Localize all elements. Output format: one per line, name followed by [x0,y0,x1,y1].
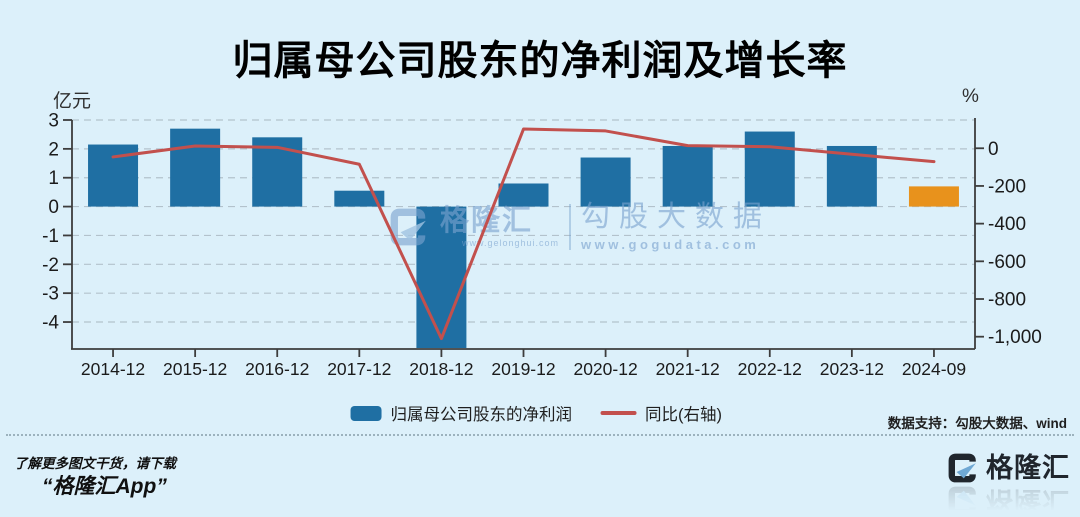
watermark-brand-url: www.gelonghui.com [462,237,560,248]
left-tick-label: -1 [42,226,59,247]
gelonghui-logo: 格隆汇 格隆汇 [947,452,1070,517]
page-title: 归属母公司股东的净利润及增长率 [232,39,848,83]
gelonghui-logo-icon [948,453,976,483]
x-tick-label: 2023-12 [820,359,884,379]
left-tick-label: 3 [48,111,59,132]
right-tick-label: -200 [988,176,1026,197]
watermark-name-text: 勾股大数据 [581,201,772,233]
bar-2021-12 [662,145,713,207]
line-swatch-icon [600,411,637,415]
bar-2017-12 [334,190,385,207]
legend-item-yoy: 同比(右轴) [600,401,722,425]
footer-divider [6,434,1074,436]
watermark-url-text: www.gogudata.com [581,237,760,252]
x-tick-label: 2019-12 [491,359,555,379]
legend-label-yoy: 同比(右轴) [645,406,723,424]
right-tick-label: 0 [988,139,999,160]
bar-2024-09 [908,186,959,207]
left-tick-label: 2 [48,139,59,160]
bar-2020-12 [580,157,631,207]
x-tick-label: 2020-12 [573,359,637,379]
watermark-brand-text: 格隆汇 [440,204,534,237]
x-tick-label: 2014-12 [81,359,145,379]
x-tick-label: 2024-09 [902,359,966,379]
bar-2016-12 [252,137,303,207]
left-tick-label: -3 [42,284,59,305]
bar-swatch-icon [350,405,382,421]
footer-promo-text: 了解更多图文干货，请下载 [14,456,176,471]
watermark-logo-icon [390,208,426,246]
x-tick-label: 2021-12 [656,359,720,379]
gelonghui-logo-text: 格隆汇 [986,452,1070,483]
right-tick-label: -400 [988,214,1026,235]
right-axis-unit-label: % [962,86,979,107]
gelonghui-logo-reflection: 格隆汇 [947,485,1070,517]
gelonghui-logo-reflection-icon [948,486,976,516]
x-tick-label: 2022-12 [738,359,802,379]
x-tick-label: 2018-12 [409,359,473,379]
legend-item-net-profit: 归属母公司股东的净利润 [350,401,573,425]
left-axis-unit-label: 亿元 [53,91,92,112]
left-tick-label: -2 [42,255,59,276]
x-tick-label: 2016-12 [245,359,309,379]
left-tick-label: 1 [48,168,59,189]
legend-label-net-profit: 归属母公司股东的净利润 [390,406,573,424]
right-tick-label: -1,000 [988,327,1042,348]
left-tick-label: 0 [48,197,59,218]
bar-2015-12 [170,128,221,207]
right-tick-label: -600 [988,252,1026,273]
right-tick-label: -800 [988,290,1026,311]
bar-2022-12 [744,131,795,207]
watermark: 格隆汇 www.gelonghui.com 勾股大数据 www.gogudata… [388,203,771,251]
left-tick-label: -4 [42,313,59,334]
data-support-note: 数据支持：勾股大数据、wind [887,416,1067,431]
x-tick-label: 2017-12 [327,359,391,379]
watermark-divider [569,204,572,250]
footer-app-name: “格隆汇App” [42,475,167,498]
chart-legend: 归属母公司股东的净利润 同比(右轴) [350,401,722,425]
gelonghui-logo-reflection-text: 格隆汇 [986,486,1070,517]
x-tick-label: 2015-12 [163,359,227,379]
bar-2014-12 [88,144,139,207]
bar-2023-12 [826,145,877,207]
